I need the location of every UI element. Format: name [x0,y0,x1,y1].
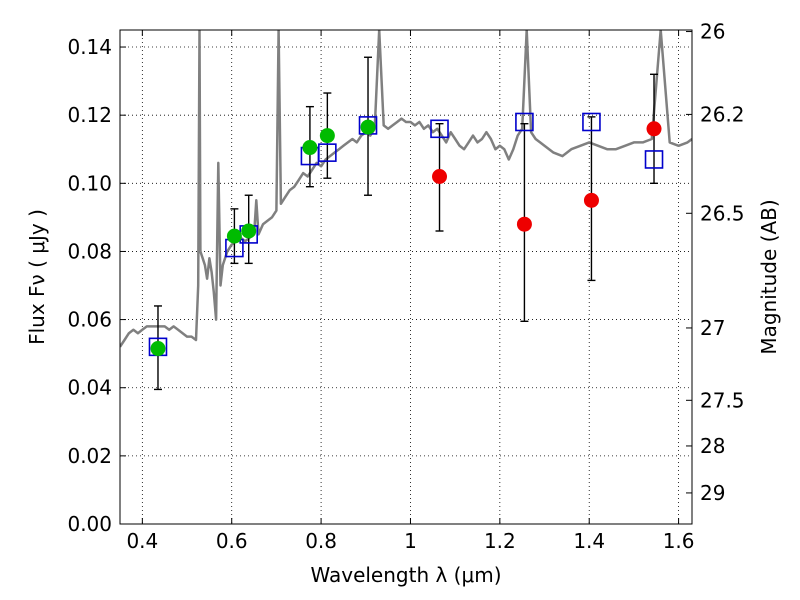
x-tick-label: 0.4 [126,529,158,553]
mag-tick-label: 29 [700,481,725,505]
y-tick-label: 0.04 [67,376,112,400]
optical-point [319,128,335,144]
model-point [318,143,337,162]
y-tick-label: 0.08 [67,239,112,263]
mag-tick-label: 26.5 [700,201,745,225]
mag-tick-label: 26.2 [700,102,745,126]
mag-tick-label: 27.5 [700,388,745,412]
y-tick-label: 0.14 [67,35,112,59]
y-tick-label: 0.12 [67,103,112,127]
ticks: 0.4 0.6 0.8 1 1.2 1.4 1.6 0.00 0.02 0.04 0.06 0.08 0… [67,20,744,553]
mag-tick-label: 27 [700,316,725,340]
x-tick-label: 0.8 [305,529,337,553]
optical-point [360,119,376,135]
x-tick-label: 0.6 [216,529,248,553]
y-tick-label: 0.02 [67,444,112,468]
spectrum-line [120,30,692,348]
nir-point [432,168,448,184]
model-point [644,150,664,169]
mag-tick-label: 28 [700,434,725,458]
plot-area [120,30,692,391]
optical-point [150,341,166,357]
x-axis-label: Wavelength λ (μm) [310,563,501,587]
mag-tick-label: 26 [700,20,725,44]
optical-point [241,223,257,239]
y-tick-label: 0.00 [67,512,112,536]
right-axis-label: Magnitude (AB) [757,199,781,354]
plot-frame [119,29,693,525]
y-axis-label: Flux Fν ( μJy ) [25,209,49,345]
x-tick-label: 1.6 [663,529,695,553]
y-tick-label: 0.06 [67,308,112,332]
model-point [515,112,534,132]
y-tick-label: 0.10 [67,171,112,195]
nir-point [646,121,662,137]
optical-point [226,228,242,244]
model-point [430,119,449,139]
x-tick-label: 1.4 [573,529,605,553]
x-tick-label: 1 [404,529,417,553]
nir-point [583,192,599,208]
model-point [582,112,601,132]
nir-point [516,216,532,232]
optical-point [302,140,318,156]
x-tick-label: 1.2 [484,529,516,553]
